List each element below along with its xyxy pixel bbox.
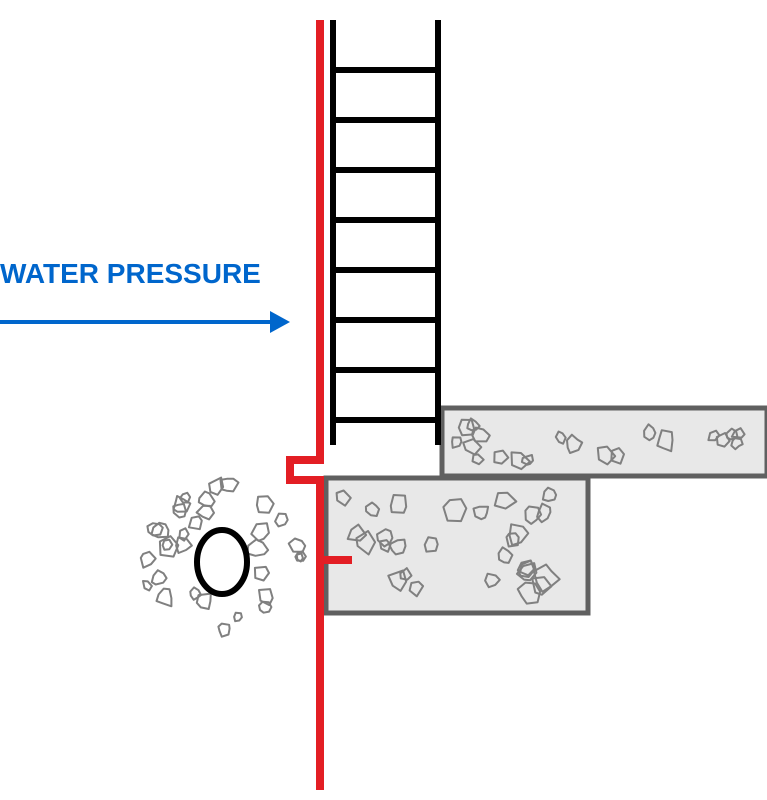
footing-rect [326,478,588,613]
footing [326,478,588,613]
diagram-container: WATER PRESSURE [0,0,767,800]
water-pressure-arrow [0,311,290,333]
main-svg [0,0,767,800]
drain-gravel-cluster [141,478,306,637]
waterproofing-membrane [290,20,352,790]
block-wall [333,20,438,445]
water-pressure-label: WATER PRESSURE [0,258,261,290]
drain-pipe [197,530,247,594]
floor-slab [442,408,767,476]
